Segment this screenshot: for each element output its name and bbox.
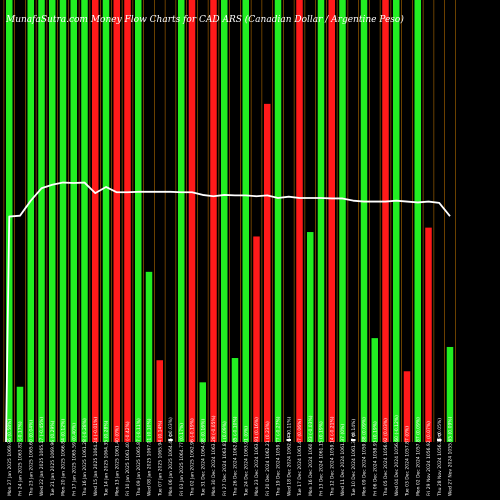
chart-title: MunafaSutra.com Money Flow Charts for CA… [5,14,404,25]
bar-38 [403,371,411,442]
zero-marker: 0 [438,433,441,439]
x-tick-label: Thu 05 Dec 2024 1056.92 (0.03%) [383,418,389,497]
x-tick-label: Tue 21 Jan 2025 1069.96 (0.29%) [50,420,56,497]
x-tick-label: Mon 27 Jan 2025 1069.96 (0.58%) [7,419,13,496]
bar-29 [307,232,314,442]
x-tick-label: Wed 15 Jan 2025 1064.24 (-0.01%) [93,417,99,496]
bar-31 [328,0,335,442]
x-tick-label: Thu 12 Dec 2024 1059.14 (-0.21%) [329,416,335,497]
x-tick-label: Thu 23 Jan 2025 1065.60 (0.04%) [28,420,34,497]
x-tick-label: Thu 09 Jan 2025 1065.87 (-0.11%) [136,418,142,497]
x-axis-labels: Mon 27 Jan 2025 1069.96 (0.58%) Fri 24 Ja… [7,415,454,497]
bar-13 [135,0,142,442]
bar-40 [425,227,432,442]
bar-26 [274,0,282,442]
x-tick-label: Thu 28 Nov 2024 1056.18 (0.05%) [437,418,443,497]
x-tick-label: Thu 16 Jan 2025 1061.28 (-0.28%) [82,418,88,497]
bar-11 [113,0,120,442]
x-tick-label: Fri 13 Dec 2024 1061.15 (0.19%) [319,421,325,496]
bar-39 [414,0,421,442]
bar-34 [360,0,368,442]
bar-2 [16,386,24,442]
x-tick-label: Tue 31 Dec 2024 1064.98 (0.16%) [200,419,206,497]
bar-10 [102,0,110,442]
x-tick-label: Wed 22 Jan 2025 1065.17 (-0.45%) [39,417,45,496]
bar-19 [199,382,206,442]
x-tick-label: Mon 02 Dec 2024 1057.87 (0.09%) [415,417,421,496]
x-tick-label: Fri 03 Jan 2025 1064.77 (0.17%) [179,423,185,496]
bar-12 [124,0,131,442]
x-tick-label: Tue 10 Dec 2024 1061.37 (0.14%) [351,419,357,497]
x-tick-label: Tue 24 Dec 2024 1063.91 (0%) [243,426,249,497]
divider-lines [3,0,456,442]
x-tick-label: Fri 06 Dec 2024 1058.93 (0.19%) [372,421,378,496]
x-tick-label: Tue 03 Dec 2024 1057.87 (0%) [405,426,411,497]
bar-27 [286,439,291,441]
x-tick-label: Mon 23 Dec 2024 1063.91 (0.16%) [254,417,260,496]
x-tick-label: Fri 27 Dec 2024 1063.81 (0.09%) [222,421,228,496]
bar-23 [242,0,249,442]
x-tick-label: Fri 10 Jan 2025 1061.40 (-0.42%) [125,421,131,496]
x-tick-label: Tue 07 Jan 2025 1065.94 (0.14%) [157,420,163,497]
x-tick-label: Wed 27 Nov 2024 1055.65 (0.09%) [448,416,454,496]
x-tick-label: Fri 29 Nov 2024 1056.92 (0.07%) [426,421,432,496]
bar-6 [59,0,67,442]
x-tick-label: Wed 11 Dec 2024 1061.37 (0%) [340,424,346,496]
x-tick-label: Wed 18 Dec 2024 1062.64 (0.11%) [286,416,292,496]
zero-marker: 0 [287,433,290,439]
bar-42 [446,346,454,442]
bar-41 [437,439,442,441]
x-tick-label: Mon 20 Jan 2025 1066.84 (0.12%) [61,419,67,496]
bar-18 [188,0,196,442]
bar-33 [351,439,356,441]
bar-22 [231,358,239,442]
bar-5 [49,0,56,442]
bar-7 [70,0,77,442]
bar-9 [92,0,99,442]
bar-24 [253,236,260,442]
bar-21 [221,0,228,442]
bar-14 [145,271,153,442]
x-tick-label: Thu 02 Jan 2025 1062.96 (-0.19%) [190,418,196,497]
x-tick-label: Fri 20 Dec 2024 1062.21 (0.23%) [265,421,271,496]
x-tick-label: Fri 17 Jan 2025 1065.59 (0.40%) [71,423,77,496]
x-tick-label: Wed 08 Jan 2025 1067.01 (0.10%) [147,418,153,496]
x-tick-label: Thu 19 Dec 2024 1059.77 (-0.27%) [276,416,282,497]
bar-4 [38,0,45,442]
x-tick-label: Thu 26 Dec 2024 1062.85 (-0.10%) [233,416,239,497]
bar-3 [27,0,34,442]
zero-markers: 0 0 0 0 [169,433,441,439]
bar-series [6,0,454,443]
bar-8 [81,0,88,442]
bar-15 [156,360,163,442]
x-tick-label: Mon 13 Jan 2025 1061.40 (0%) [114,426,120,496]
bar-20 [210,0,217,442]
x-tick-label: Tue 14 Jan 2025 1064.35 (0.28%) [104,420,110,497]
x-tick-label: Mon 06 Jan 2025 1064.45 (-0.03%) [168,417,174,496]
bar-28 [296,0,303,442]
bar-16 [168,439,173,441]
bar-25 [264,103,271,443]
x-tick-label: Tue 17 Dec 2024 1061.47 (0.06%) [297,419,303,497]
zero-marker: 0 [169,433,172,439]
flow-line [5,181,451,443]
bar-32 [339,0,346,442]
bar-30 [317,0,325,442]
x-tick-label: Fri 24 Jan 2025 1063.82 (-0.17%) [18,421,24,496]
flow-line-series [5,181,451,443]
x-tick-label: Mon 16 Dec 2024 1060.83 (-0.03%) [308,415,314,496]
bar-35 [371,338,378,442]
x-tick-label: Mon 30 Dec 2024 1063.28 (-0.05%) [211,415,217,496]
x-tick-label: Mon 09 Dec 2024 1059.88 (0.09%) [362,417,368,496]
bar-17 [178,0,185,442]
bar-37 [393,0,400,442]
zero-marker: 0 [352,433,355,439]
x-tick-label: Wed 04 Dec 2024 1056.60 (-0.12%) [394,415,400,496]
bar-36 [382,0,389,442]
